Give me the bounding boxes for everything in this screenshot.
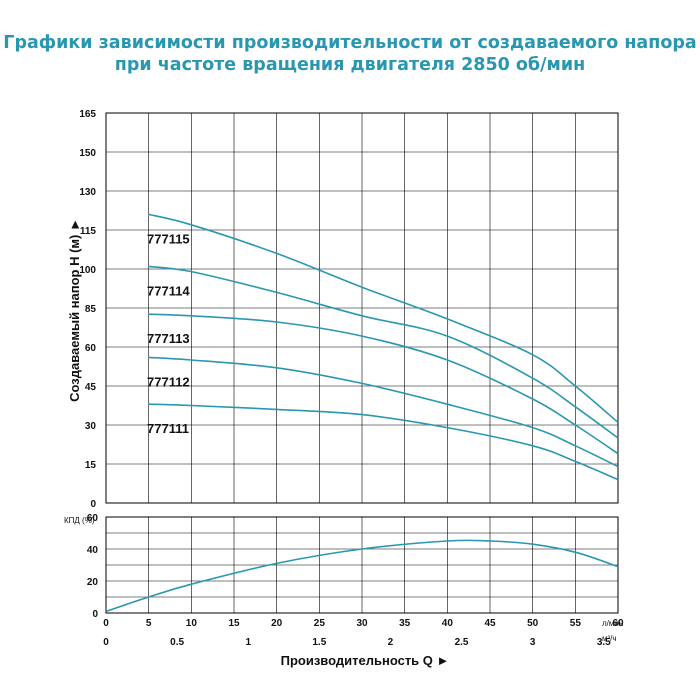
head-y-axis-title: Создаваемый напор H (м) ►	[67, 218, 82, 402]
head-curve-777115	[148, 213, 619, 424]
x-tick-label-lmin: 20	[271, 618, 283, 629]
head-y-tick-labels: 0 15 30 45 60 85 100 115 130 150 165	[79, 109, 96, 510]
chart-title: Графики зависимости производительности о…	[0, 32, 700, 76]
x-axis-title: Производительность Q ►	[281, 653, 450, 668]
x-tick-label-lmin: 35	[399, 618, 411, 629]
head-curve-777111	[148, 403, 619, 481]
x-tick-label-lmin: 55	[570, 618, 582, 629]
efficiency-y-tick-label: 20	[87, 577, 99, 588]
x-tick-label-m3h: 0.5	[170, 637, 184, 648]
efficiency-chart-frame	[105, 516, 619, 614]
efficiency-y-tick-label: 0	[92, 609, 98, 620]
head-y-tick-label: 30	[85, 421, 97, 432]
x-tick-label-lmin: 60	[612, 618, 624, 629]
x-tick-label-m3h: 2.5	[455, 637, 469, 648]
x-tick-label-m3h: 2	[388, 637, 394, 648]
x-tick-label-lmin: 5	[146, 618, 152, 629]
head-curve-777114	[148, 265, 619, 439]
series-label-777114: 777114	[147, 283, 190, 298]
x-tick-label-lmin: 45	[484, 618, 496, 629]
head-y-tick-label: 45	[85, 382, 97, 393]
head-chart-grid	[105, 112, 619, 504]
head-y-tick-label: 150	[79, 148, 96, 159]
head-y-tick-label: 60	[85, 343, 97, 354]
head-curves: 777115 777114 777113 777112 777111	[147, 213, 619, 481]
series-label-777111: 777111	[147, 421, 189, 436]
x-tick-label-lmin: 25	[314, 618, 326, 629]
efficiency-y-tick-label: 40	[87, 545, 99, 556]
head-y-tick-label: 130	[79, 187, 96, 198]
chart-title-line-2: при частоте вращения двигателя 2850 об/м…	[114, 55, 586, 75]
head-y-tick-label: 165	[79, 109, 96, 120]
head-curve-777112	[148, 356, 619, 468]
efficiency-chart-grid	[105, 516, 619, 614]
head-chart-frame	[105, 112, 619, 504]
head-curve-777113	[148, 313, 619, 455]
x-unit-lmin: л/мин	[602, 619, 623, 628]
head-y-tick-label: 0	[90, 499, 96, 510]
x-tick-labels: 0 5 10 15 20 25 30 35 40 45 50 55 60л/мин 0 0.5 1 1.5 2 2.…	[103, 618, 624, 648]
head-y-tick-label: 100	[79, 265, 96, 276]
head-y-tick-label: 15	[85, 460, 97, 471]
x-tick-label-m3h: 3.5	[597, 637, 611, 648]
x-tick-label-lmin: 10	[186, 618, 198, 629]
x-tick-label-lmin: 50	[527, 618, 539, 629]
series-label-777115: 777115	[147, 231, 190, 246]
efficiency-y-axis-title: КПД (%)	[64, 516, 95, 525]
efficiency-y-tick-labels: 0 20 40 60	[87, 513, 99, 620]
series-label-777113: 777113	[147, 331, 190, 346]
x-unit-m3h: м³/ч	[602, 634, 617, 643]
chart-title-line-1: Графики зависимости производительности о…	[3, 33, 697, 53]
efficiency-curve	[105, 539, 619, 613]
x-tick-label-lmin: 40	[442, 618, 454, 629]
x-tick-label-lmin: 30	[356, 618, 368, 629]
series-label-777112: 777112	[147, 374, 190, 389]
x-tick-label-m3h: 3	[530, 637, 536, 648]
efficiency-y-tick-label: 60	[87, 513, 99, 524]
x-tick-label-m3h: 1.5	[312, 637, 326, 648]
head-y-tick-label: 85	[85, 304, 97, 315]
head-y-tick-label: 115	[80, 226, 97, 237]
x-tick-label-m3h: 0	[103, 637, 109, 648]
x-tick-label-m3h: 1	[245, 637, 251, 648]
x-tick-label-lmin: 0	[103, 618, 109, 629]
efficiency-curve-line	[105, 539, 619, 613]
x-tick-label-lmin: 15	[228, 618, 240, 629]
